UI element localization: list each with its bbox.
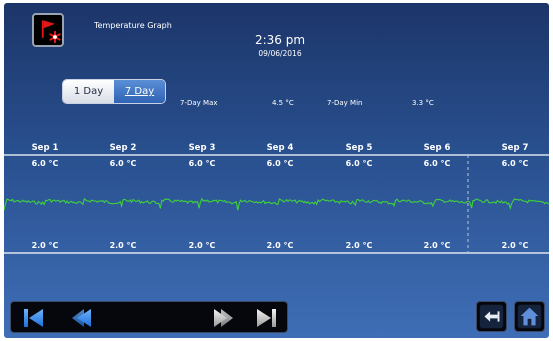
clock-date: 09/06/2016 [258, 49, 302, 58]
day-label-6: Sep 6 [423, 143, 451, 153]
page-title: Temperature Graph [94, 21, 172, 30]
back-arrow-icon[interactable] [476, 301, 507, 332]
temperature-line [4, 197, 549, 211]
min-label: 7-Day Min [327, 99, 363, 107]
day-label-5: Sep 5 [345, 143, 373, 153]
day-label-3: Sep 3 [188, 143, 216, 153]
high-limit-label: 6.0 °C [109, 159, 137, 168]
day-label-4: Sep 4 [266, 143, 294, 153]
high-limit-label: 6.0 °C [188, 159, 216, 168]
day-label-7: Sep 7 [501, 143, 529, 153]
skip-to-first-icon[interactable] [19, 304, 49, 332]
day-label-2: Sep 2 [109, 143, 137, 153]
page-back-icon[interactable] [69, 304, 99, 332]
low-limit-label: 2.0 °C [501, 241, 529, 250]
range-1-day-button[interactable]: 1 Day [63, 80, 114, 103]
high-limit-label: 6.0 °C [31, 159, 59, 168]
low-limit-label: 2.0 °C [423, 241, 451, 250]
max-label: 7-Day Max [180, 99, 218, 107]
low-limit-label: 2.0 °C [266, 241, 294, 250]
alarm-flag-icon[interactable] [32, 13, 64, 47]
skip-to-last-icon[interactable] [251, 304, 281, 332]
graph-navigation-bar [10, 301, 288, 333]
temperature-graph [4, 154, 549, 254]
low-limit-label: 2.0 °C [345, 241, 373, 250]
range-toggle: 1 Day 7 Day [62, 79, 166, 104]
max-value: 4.5 °C [272, 99, 294, 107]
high-limit-label: 6.0 °C [501, 159, 529, 168]
range-7-day-button[interactable]: 7 Day [114, 80, 165, 103]
low-limit-label: 2.0 °C [109, 241, 137, 250]
day-label-1: Sep 1 [31, 143, 59, 153]
high-limit-label: 6.0 °C [423, 159, 451, 168]
clock-time: 2:36 pm [254, 33, 306, 47]
low-limit-label: 2.0 °C [188, 241, 216, 250]
high-limit-label: 6.0 °C [266, 159, 294, 168]
screen: Temperature Graph 2:36 pm 09/06/2016 1 D… [4, 3, 549, 338]
min-value: 3.3 °C [412, 99, 434, 107]
high-limit-label: 6.0 °C [345, 159, 373, 168]
home-icon[interactable] [514, 301, 545, 332]
page-forward-icon[interactable] [207, 304, 237, 332]
low-limit-label: 2.0 °C [31, 241, 59, 250]
